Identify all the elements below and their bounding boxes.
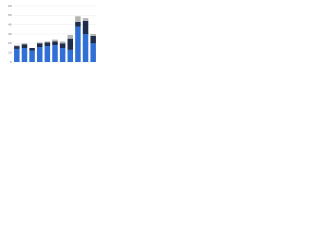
bar-segment <box>59 41 66 44</box>
bar-segment <box>29 48 35 51</box>
bar-segment <box>52 45 58 62</box>
bar-segment <box>14 45 20 47</box>
bar-segment <box>21 43 28 45</box>
bar-segment <box>21 44 28 48</box>
bar-segment <box>59 43 66 48</box>
bar-segment <box>44 42 51 47</box>
bar-segment <box>82 34 89 62</box>
bar-segment <box>67 34 74 39</box>
bar-segment <box>75 16 81 22</box>
bar-segment <box>59 48 66 62</box>
chart: 0 10 20 30 40 50 60 <box>8 4 97 64</box>
bar-segment <box>44 46 51 62</box>
y-tick-label: 50 <box>8 13 12 17</box>
bar-segment <box>21 48 28 62</box>
bar-segment <box>82 20 89 34</box>
bar-segment <box>36 43 43 48</box>
bar-segment <box>29 50 35 62</box>
bar-segment <box>52 39 58 42</box>
bar-segment <box>90 35 96 44</box>
bar-segment <box>75 21 81 27</box>
bar-segment <box>36 47 43 62</box>
bar-segment <box>14 48 20 62</box>
y-tick-label: 20 <box>8 41 12 45</box>
bar-segment <box>52 41 58 46</box>
bar-segment <box>90 34 96 36</box>
y-tick-label: 0 <box>10 60 12 64</box>
y-tick-label: 10 <box>8 50 12 54</box>
bar-segment <box>67 49 74 62</box>
y-tick-label: 30 <box>8 32 12 36</box>
bar-segment <box>36 42 43 44</box>
bar-segment <box>90 43 96 62</box>
bar-segment <box>67 38 74 50</box>
y-tick-label: 40 <box>8 22 12 26</box>
y-tick-label: 60 <box>8 4 12 8</box>
bar-segment <box>75 26 81 62</box>
bar-segment <box>44 41 51 43</box>
bar-segment <box>14 46 20 49</box>
bar-segment <box>82 18 89 21</box>
